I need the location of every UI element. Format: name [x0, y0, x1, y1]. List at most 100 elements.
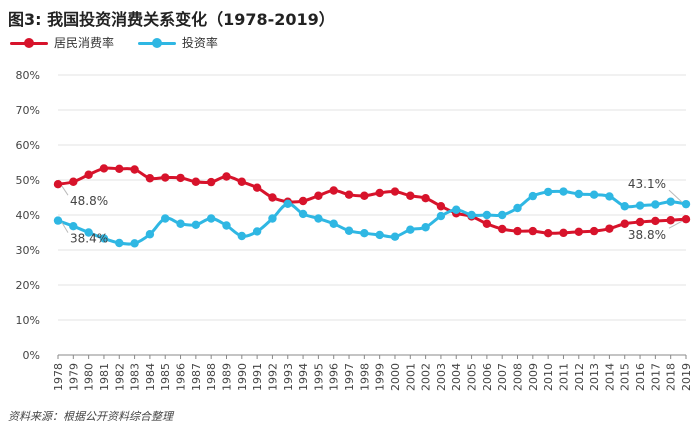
y-tick-label: 50% [16, 174, 40, 187]
data-point [574, 227, 583, 236]
data-point [298, 209, 308, 219]
x-tick-label: 1999 [374, 363, 387, 391]
data-point [497, 210, 507, 220]
data-point [513, 203, 522, 213]
y-axis: 0% 10% 20% 30% 40% 50% 60% 70% 80% [16, 69, 40, 362]
x-tick-label: 1986 [175, 363, 188, 391]
chart-legend: 居民消费率 投资率 [10, 34, 238, 50]
y-tick-label: 30% [16, 244, 40, 257]
data-point [406, 225, 415, 234]
label-leader [668, 220, 683, 229]
data-point [666, 197, 675, 206]
chart-series [53, 164, 691, 248]
data-label: 43.1% [628, 177, 666, 191]
data-point [69, 222, 78, 231]
data-label: 48.8% [70, 194, 108, 208]
x-tick-label: 2008 [512, 363, 525, 391]
x-tick-label: 2004 [450, 363, 463, 391]
legend-item-consumption: 居民消费率 [10, 34, 114, 51]
data-point [605, 224, 614, 233]
data-point [115, 238, 124, 248]
data-point [314, 214, 323, 223]
x-tick-label: 2009 [527, 363, 540, 391]
data-point [482, 210, 492, 220]
data-point [436, 211, 446, 221]
x-tick-label: 1994 [297, 363, 310, 391]
y-tick-label: 0% [23, 349, 40, 362]
data-point [344, 226, 354, 235]
data-point [436, 202, 446, 211]
x-tick-label: 2005 [466, 363, 479, 391]
data-point [482, 219, 492, 228]
x-axis: 1978 1979 1980 1981 1982 1983 1984 1985 1986 1987… [52, 354, 693, 391]
x-tick-label: 1987 [190, 363, 203, 391]
data-point [314, 191, 323, 200]
data-point [298, 196, 308, 206]
y-tick-label: 70% [16, 104, 40, 117]
x-tick-label: 2014 [603, 363, 616, 391]
data-point [53, 216, 63, 225]
data-point [681, 215, 691, 224]
data-point [559, 228, 568, 238]
x-tick-label: 2019 [680, 363, 693, 391]
data-point [237, 231, 247, 241]
data-point [130, 239, 139, 248]
y-tick-label: 20% [16, 279, 40, 292]
legend-swatch-consumption [10, 37, 48, 49]
x-tick-label: 2012 [573, 363, 586, 391]
x-tick-label: 1978 [52, 363, 65, 391]
data-point [252, 227, 262, 236]
data-labels: 48.8% 38.8% 38.4% 43.1% [61, 177, 683, 246]
data-point [237, 177, 247, 186]
data-point [528, 226, 538, 236]
legend-item-investment: 投资率 [137, 34, 218, 51]
x-tick-label: 1979 [67, 363, 80, 391]
data-point [559, 187, 568, 196]
data-point [497, 224, 507, 234]
y-tick-label: 40% [16, 209, 40, 222]
x-tick-label: 1990 [236, 363, 249, 391]
y-tick-label: 80% [16, 69, 40, 82]
data-point [176, 219, 185, 228]
data-point [605, 192, 614, 201]
data-point [589, 226, 599, 236]
data-point [145, 230, 155, 239]
x-tick-label: 2003 [435, 363, 448, 391]
x-tick-label: 2000 [389, 363, 402, 391]
x-tick-label: 2015 [619, 363, 632, 391]
x-tick-label: 1980 [83, 363, 96, 391]
data-point [528, 191, 538, 201]
data-point [222, 221, 231, 230]
data-point [406, 191, 415, 200]
data-point [513, 226, 522, 236]
data-point [574, 189, 583, 199]
data-point [421, 194, 430, 203]
x-tick-label: 1989 [220, 363, 233, 391]
x-tick-label: 1997 [343, 363, 356, 391]
x-tick-label: 2018 [665, 363, 678, 391]
chart-title: 图3: 我国投资消费关系变化（1978-2019） [8, 10, 335, 29]
data-point [390, 232, 400, 241]
x-tick-label: 2010 [542, 363, 555, 391]
data-point [329, 186, 338, 195]
data-point [589, 190, 599, 199]
y-tick-label: 60% [16, 139, 40, 152]
source-note: 资料来源：根据公开资料综合整理 [8, 410, 173, 423]
data-point [206, 214, 216, 223]
data-point [452, 205, 461, 214]
x-tick-label: 1992 [266, 363, 279, 391]
x-tick-label: 1998 [358, 363, 371, 391]
x-tick-label: 1995 [312, 363, 325, 391]
data-point [635, 201, 645, 210]
data-point [99, 234, 109, 243]
x-tick-label: 1983 [129, 363, 142, 391]
data-point [681, 199, 691, 209]
data-point [421, 223, 430, 232]
legend-label-investment: 投资率 [181, 36, 218, 50]
data-point [651, 216, 660, 226]
data-point [53, 180, 63, 189]
data-point [283, 199, 292, 208]
data-point [620, 219, 629, 228]
x-tick-label: 1981 [98, 363, 111, 391]
data-point [360, 229, 369, 238]
